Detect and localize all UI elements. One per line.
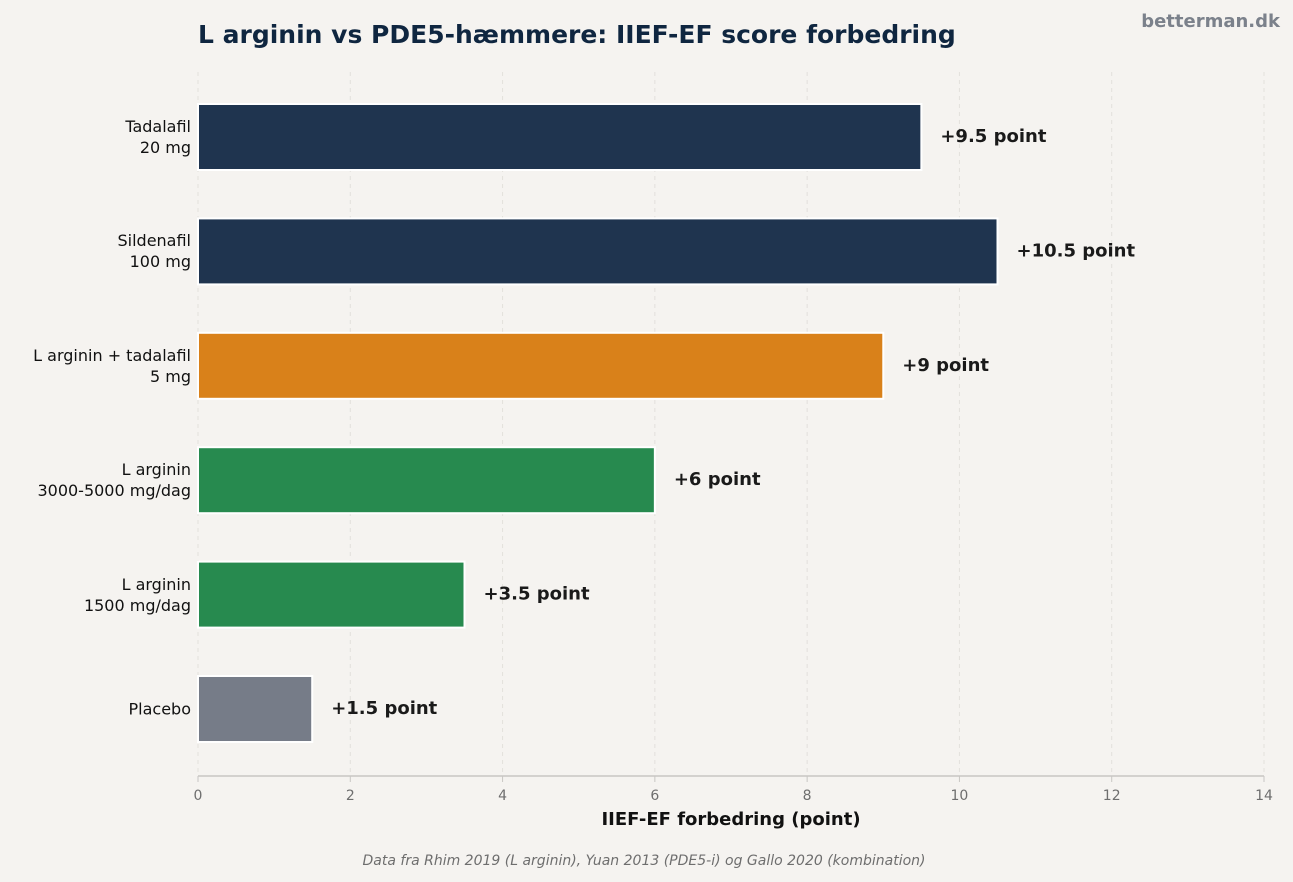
value-label: +6 point	[674, 469, 761, 490]
x-tick-label: 4	[498, 788, 507, 804]
y-tick-label: L arginin 1500 mg/dag	[83, 574, 191, 615]
bar	[197, 103, 923, 171]
x-tick-label: 12	[1103, 788, 1121, 804]
y-tick-label: Tadalafil 20 mg	[125, 117, 191, 157]
value-label: +3.5 point	[484, 584, 590, 605]
bar	[197, 446, 656, 515]
chart-title: L arginin vs PDE5-hæmmere: IIEF-EF score…	[198, 20, 956, 49]
x-axis-label: IIEF-EF forbedring (point)	[601, 809, 860, 830]
value-label: +9.5 point	[940, 126, 1046, 147]
value-label: +1.5 point	[331, 698, 437, 719]
y-tick-label: Sildenafil 100 mg	[117, 231, 191, 272]
x-tick-label: 10	[951, 788, 969, 804]
value-label: +10.5 point	[1017, 240, 1136, 261]
bar	[197, 560, 466, 629]
bar	[197, 675, 314, 743]
x-tick-label: 6	[650, 788, 659, 804]
bar	[197, 217, 999, 286]
x-tick-label: 14	[1255, 788, 1273, 804]
y-tick-label: Placebo	[128, 699, 191, 719]
x-tick-label: 2	[346, 788, 355, 804]
x-tick-label: 8	[803, 788, 812, 804]
watermark: betterman.dk	[1141, 11, 1281, 32]
bar	[197, 331, 885, 400]
value-label: +9 point	[902, 355, 989, 376]
y-tick-label: L arginin 3000-5000 mg/dag	[37, 460, 191, 501]
x-tick-label: 0	[194, 788, 203, 804]
source-note: Data fra Rhim 2019 (L arginin), Yuan 201…	[363, 853, 926, 869]
y-tick-label: L arginin + tadalafil 5 mg	[33, 345, 191, 386]
